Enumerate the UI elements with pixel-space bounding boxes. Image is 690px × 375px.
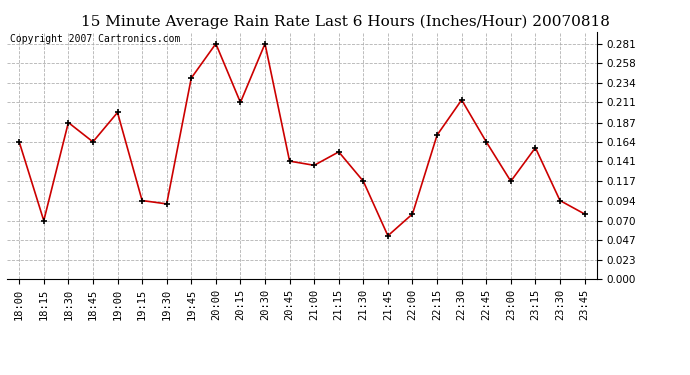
- Text: 15 Minute Average Rain Rate Last 6 Hours (Inches/Hour) 20070818: 15 Minute Average Rain Rate Last 6 Hours…: [81, 15, 609, 29]
- Text: Copyright 2007 Cartronics.com: Copyright 2007 Cartronics.com: [10, 34, 180, 44]
